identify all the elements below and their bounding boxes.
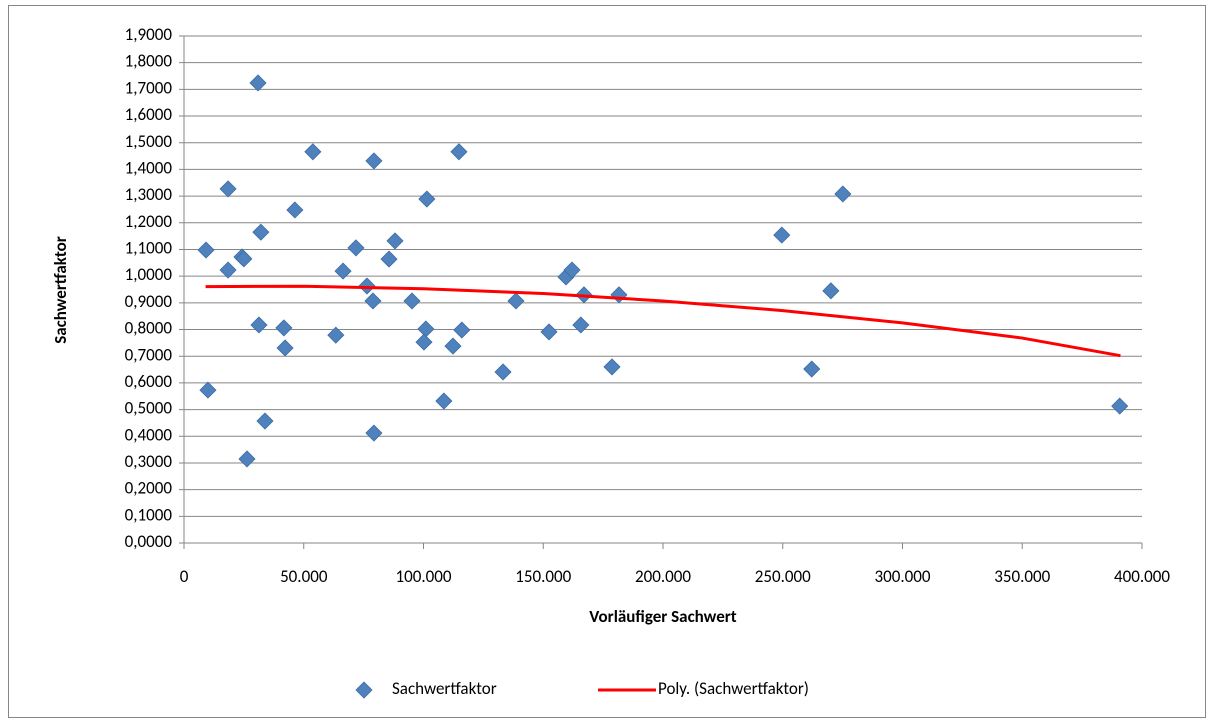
scatter-point [803,360,821,378]
y-tick-label: 1,3000 [125,184,173,205]
scatter-point [197,241,215,259]
x-tick-label: 200.000 [635,566,691,587]
scatter-point [304,143,322,161]
x-tick-label: 0 [180,566,189,587]
scatter-point [249,74,267,92]
y-tick-label: 0,7000 [125,344,173,365]
chart-border [8,5,1206,718]
scatter-point [199,381,217,399]
y-tick-label: 1,2000 [125,211,173,232]
legend-label: Poly. (Sachwertfaktor) [658,678,809,699]
scatter-point [507,292,525,310]
scatter-point [334,262,352,280]
scatter-point [450,143,468,161]
scatter-point [327,326,345,344]
x-tick-label: 250.000 [755,566,811,587]
y-tick-label: 0,4000 [125,424,173,445]
y-tick-label: 1,0000 [125,264,173,285]
scatter-point [286,201,304,219]
y-axis-title: Sachwertfaktor [50,236,71,344]
legend-label: Sachwertfaktor [392,678,497,699]
scatter-point [834,185,852,203]
y-tick-label: 1,7000 [125,77,173,98]
scatter-point [364,292,382,310]
scatter-point [540,323,558,341]
scatter-point [822,282,840,300]
scatter-point [365,424,383,442]
scatter-point [219,261,237,279]
y-tick-label: 0,1000 [125,504,173,525]
scatter-point [415,333,433,351]
y-tick-label: 1,4000 [125,157,173,178]
scatter-point [276,339,294,357]
y-tick-label: 1,6000 [125,104,173,125]
scatter-point [235,250,253,268]
y-tick-label: 1,9000 [125,24,173,45]
y-tick-label: 1,1000 [125,238,173,259]
scatter-point [365,152,383,170]
x-tick-label: 100.000 [396,566,452,587]
y-tick-label: 0,6000 [125,371,173,392]
scatter-point [494,363,512,381]
scatter-point [275,319,293,337]
scatter-point [444,337,462,355]
legend-swatch [355,681,373,699]
x-tick-label: 150.000 [515,566,571,587]
scatter-point [386,232,404,250]
scatter-point [435,392,453,410]
x-tick-label: 400.000 [1114,566,1170,587]
y-tick-label: 0,3000 [125,451,173,472]
y-tick-label: 1,8000 [125,51,173,72]
scatter-point [572,316,590,334]
scatter-point [773,226,791,244]
y-tick-label: 0,0000 [125,531,173,552]
trend-line [205,284,1121,358]
scatter-point [453,321,471,339]
y-tick-label: 0,5000 [125,398,173,419]
x-tick-label: 350.000 [994,566,1050,587]
scatter-point [219,180,237,198]
scatter-point [252,223,270,241]
scatter-point [256,412,274,430]
scatter-point [380,250,398,268]
scatter-point [403,292,421,310]
x-tick-label: 300.000 [875,566,931,587]
y-tick-label: 0,9000 [125,291,173,312]
scatter-point [347,239,365,257]
scatter-point [1111,397,1129,415]
y-tick-label: 0,2000 [125,478,173,499]
x-tick-label: 50.000 [280,566,328,587]
scatter-point [563,261,581,279]
scatter-point [603,358,621,376]
scatter-point [250,316,268,334]
x-axis-title: Vorläufiger Sachwert [589,606,737,627]
y-tick-label: 0,8000 [125,318,173,339]
scatter-point [418,190,436,208]
scatter-point [238,450,256,468]
scatter-point [358,277,376,295]
y-tick-label: 1,5000 [125,131,173,152]
